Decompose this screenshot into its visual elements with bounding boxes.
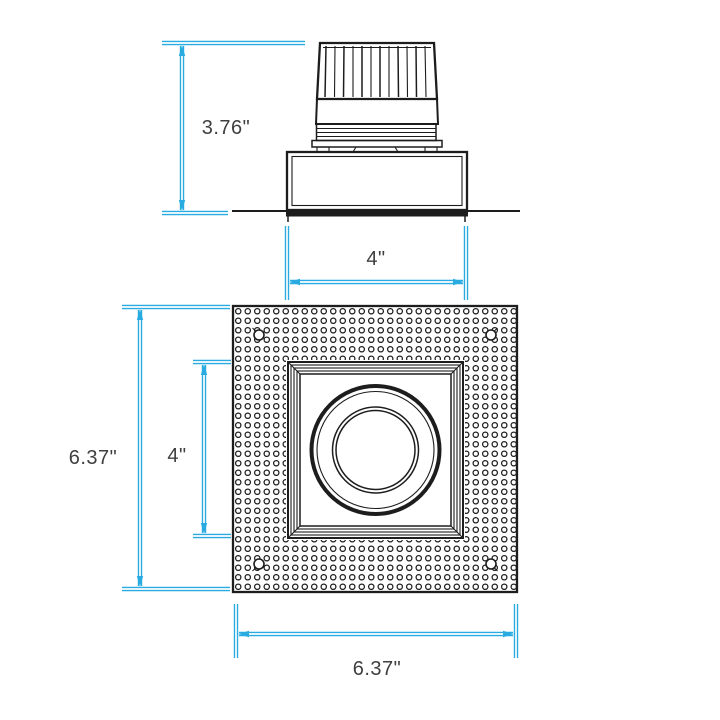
plate-outline	[231, 304, 519, 594]
dim-label-housing-width: 4"	[366, 248, 385, 270]
dim-label-plate-height: 6.37"	[69, 447, 118, 469]
dimension-plate-height-6-37	[122, 304, 230, 592]
dimension-aperture-4	[193, 359, 231, 539]
dimension-height-3-76	[162, 40, 305, 216]
aperture-bevel-frame	[286, 360, 465, 540]
screw-hole-notch	[252, 327, 256, 332]
screw-hole	[485, 558, 497, 570]
screw-hole-notch	[494, 327, 498, 332]
flange-band	[286, 210, 468, 217]
housing-inner-line	[291, 155, 463, 207]
dimension-housing-width-4	[284, 226, 469, 300]
side-view	[232, 41, 520, 222]
heatsink-base-band	[314, 98, 440, 125]
dim-label-aperture: 4"	[167, 445, 186, 467]
lens-rings	[309, 384, 442, 516]
front-view	[231, 304, 519, 594]
screw-hole	[253, 329, 265, 341]
dimension-plate-width-6-37	[233, 604, 519, 658]
screw-hole	[253, 558, 265, 570]
screw-hole-notch	[494, 567, 498, 572]
collar-lip	[311, 139, 443, 148]
dim-label-height: 3.76"	[202, 117, 251, 139]
collar	[315, 123, 437, 142]
dim-label-plate-width: 6.37"	[353, 658, 402, 680]
housing-body	[285, 150, 469, 212]
heatsink-fins	[324, 45, 427, 98]
screw-hole	[485, 329, 497, 341]
screw-hole-notch	[252, 567, 256, 572]
